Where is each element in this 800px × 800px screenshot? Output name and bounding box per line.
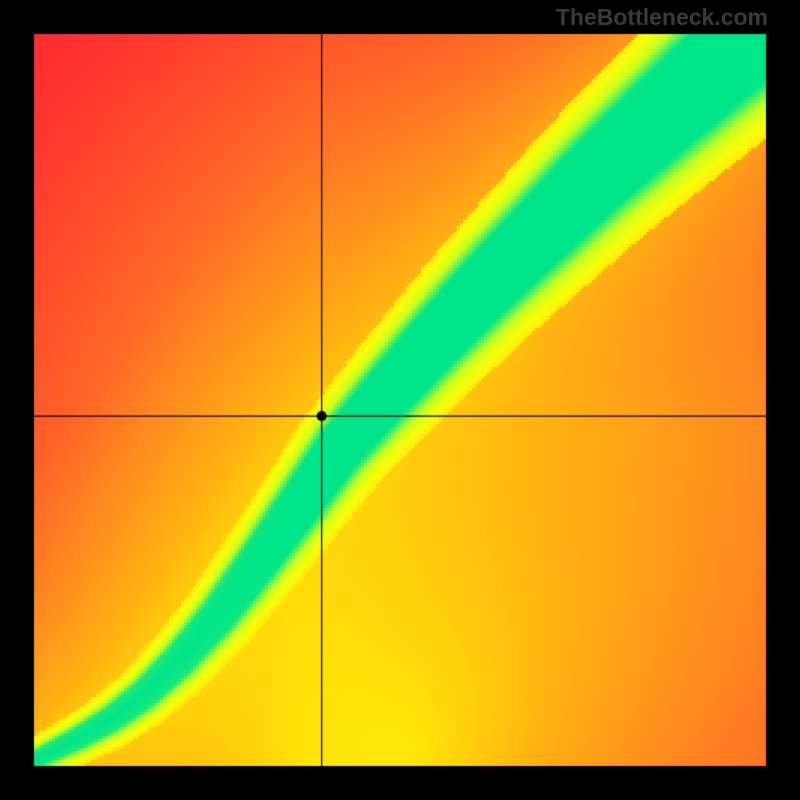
- chart-container: { "watermark": { "text": "TheBottleneck.…: [0, 0, 800, 800]
- bottleneck-heatmap: [0, 0, 800, 800]
- watermark-text: TheBottleneck.com: [556, 4, 768, 31]
